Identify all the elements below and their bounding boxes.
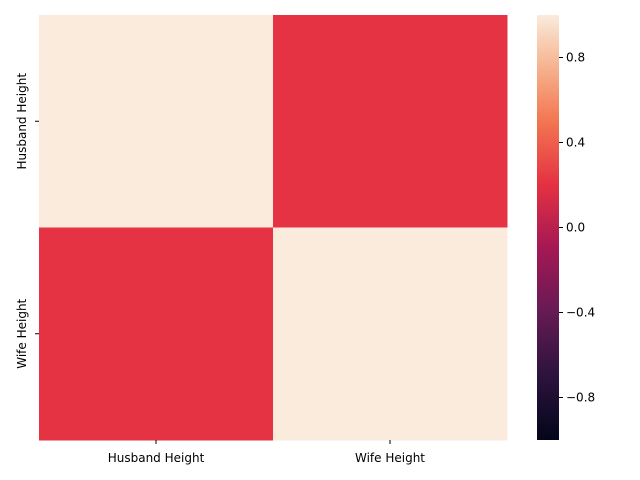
- colorbar-tick-label: 0.0: [566, 221, 585, 235]
- y-tick-labels: Husband Height Wife Height: [15, 73, 39, 369]
- heatmap-cell: [39, 227, 274, 441]
- colorbar: −0.8 −0.4 0.0 0.4 0.8: [537, 15, 595, 440]
- x-tick-label: Wife Height: [355, 451, 425, 465]
- heatmap-cell: [39, 15, 274, 228]
- colorbar-ticks: −0.8 −0.4 0.0 0.4 0.8: [559, 51, 595, 405]
- colorbar-gradient: [537, 15, 559, 440]
- y-tick-label: Husband Height: [15, 73, 29, 170]
- y-tick-label: Wife Height: [15, 298, 29, 368]
- colorbar-tick-label: −0.8: [566, 391, 595, 405]
- heatmap-cell: [273, 15, 508, 228]
- colorbar-tick-label: 0.4: [566, 136, 585, 150]
- colorbar-tick-label: −0.4: [566, 306, 595, 320]
- heatmap-cells: [39, 15, 508, 441]
- x-tick-labels: Husband Height Wife Height: [108, 440, 425, 465]
- heatmap-cell: [273, 227, 508, 441]
- colorbar-tick-label: 0.8: [566, 51, 585, 65]
- x-tick-label: Husband Height: [108, 451, 205, 465]
